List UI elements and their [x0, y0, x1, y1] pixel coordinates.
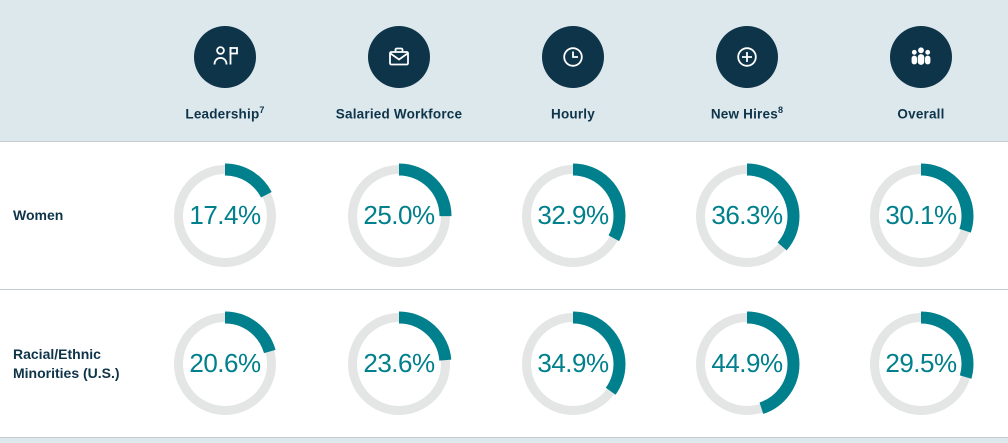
- plus-circle-icon: [716, 26, 778, 88]
- donut-chart-women-hourly: 32.9%: [486, 162, 660, 270]
- header-column-new-hires: New Hires8: [660, 0, 834, 141]
- donut-chart-women-overall: 30.1%: [834, 162, 1008, 270]
- donut-value: 30.1%: [885, 200, 957, 230]
- donut-chart-minorities-new-hires: 44.9%: [660, 310, 834, 418]
- row-racial-ethnic-minorities: Racial/Ethnic Minorities (U.S.) 20.6% 23…: [0, 290, 1008, 438]
- briefcase-icon: [368, 26, 430, 88]
- donut-chart-women-salaried: 25.0%: [312, 162, 486, 270]
- donut-value: 23.6%: [363, 348, 435, 378]
- donut-value: 17.4%: [189, 200, 261, 230]
- people-group-icon: [890, 26, 952, 88]
- clock-icon: [542, 26, 604, 88]
- row-label-women: Women: [13, 207, 64, 224]
- row-label-racial-ethnic-minorities: Racial/Ethnic Minorities (U.S.): [13, 345, 120, 381]
- header-label-new-hires: New Hires8: [710, 105, 784, 122]
- donut-chart-minorities-overall: 29.5%: [834, 310, 1008, 418]
- header-label-overall: Overall: [897, 106, 945, 122]
- header-column-leadership: Leadership7: [138, 0, 312, 141]
- header-label-leadership: Leadership7: [185, 105, 265, 122]
- donut-chart-minorities-leadership: 20.6%: [138, 310, 312, 418]
- donut-chart-minorities-hourly: 34.9%: [486, 310, 660, 418]
- footer-strip: [0, 438, 1008, 443]
- donut-value: 20.6%: [189, 348, 261, 378]
- header-column-hourly: Hourly: [486, 0, 660, 141]
- header-corner-cell: [0, 0, 138, 141]
- header-label-hourly: Hourly: [551, 106, 595, 122]
- donut-chart-women-leadership: 17.4%: [138, 162, 312, 270]
- donut-value: 36.3%: [711, 200, 783, 230]
- header-column-salaried: Salaried Workforce: [312, 0, 486, 141]
- header-column-overall: Overall: [834, 0, 1008, 141]
- donut-value: 44.9%: [711, 348, 783, 378]
- donut-value: 25.0%: [363, 200, 435, 230]
- donut-chart-women-new-hires: 36.3%: [660, 162, 834, 270]
- header-label-salaried: Salaried Workforce: [335, 106, 463, 122]
- header-row: Leadership7 Salaried Workforce Hourly: [0, 0, 1008, 142]
- donut-value: 34.9%: [537, 348, 609, 378]
- row-women: Women 17.4% 25.0% 32.9% 36.3% 30.1%: [0, 142, 1008, 290]
- donut-chart-minorities-salaried: 23.6%: [312, 310, 486, 418]
- donut-value: 32.9%: [537, 200, 609, 230]
- leadership-flag-icon: [194, 26, 256, 88]
- donut-value: 29.5%: [885, 348, 957, 378]
